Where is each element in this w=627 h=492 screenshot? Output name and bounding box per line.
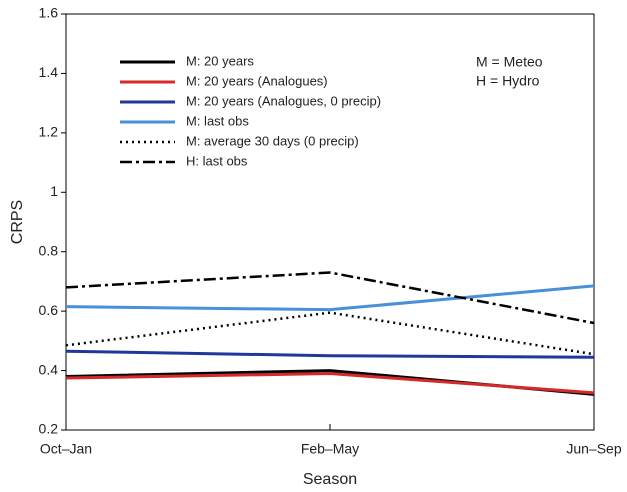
legend-label: H: last obs bbox=[186, 153, 248, 168]
y-tick-label: 0.8 bbox=[39, 242, 59, 258]
legend-label: M: 20 years bbox=[186, 53, 254, 68]
series-line bbox=[65, 349, 595, 359]
annotation: H = Hydro bbox=[476, 73, 540, 89]
legend-label: M: last obs bbox=[186, 113, 249, 128]
y-tick-label: 0.6 bbox=[39, 302, 59, 318]
y-tick-label: 0.4 bbox=[39, 361, 59, 377]
x-tick-label: Oct–Jan bbox=[40, 441, 92, 457]
y-tick-label: 1.6 bbox=[39, 5, 59, 21]
legend-label: M: 20 years (Analogues, 0 precip) bbox=[186, 93, 381, 108]
series-line bbox=[65, 372, 595, 395]
legend-label: M: average 30 days (0 precip) bbox=[186, 133, 359, 148]
x-tick-label: Jun–Sep bbox=[566, 441, 621, 457]
y-tick-label: 0.2 bbox=[39, 421, 59, 437]
legend-label: M: 20 years (Analogues) bbox=[186, 73, 328, 88]
y-tick-label: 1.2 bbox=[39, 124, 59, 140]
y-axis-title: CRPS bbox=[9, 200, 26, 244]
annotation: M = Meteo bbox=[476, 54, 543, 70]
y-tick-label: 1.4 bbox=[39, 64, 59, 80]
series-line bbox=[65, 284, 595, 312]
series-line bbox=[65, 271, 595, 325]
x-axis-title: Season bbox=[303, 471, 357, 488]
y-tick-label: 1 bbox=[50, 183, 58, 199]
x-tick-label: Feb–May bbox=[301, 441, 359, 457]
series-line bbox=[65, 311, 595, 356]
